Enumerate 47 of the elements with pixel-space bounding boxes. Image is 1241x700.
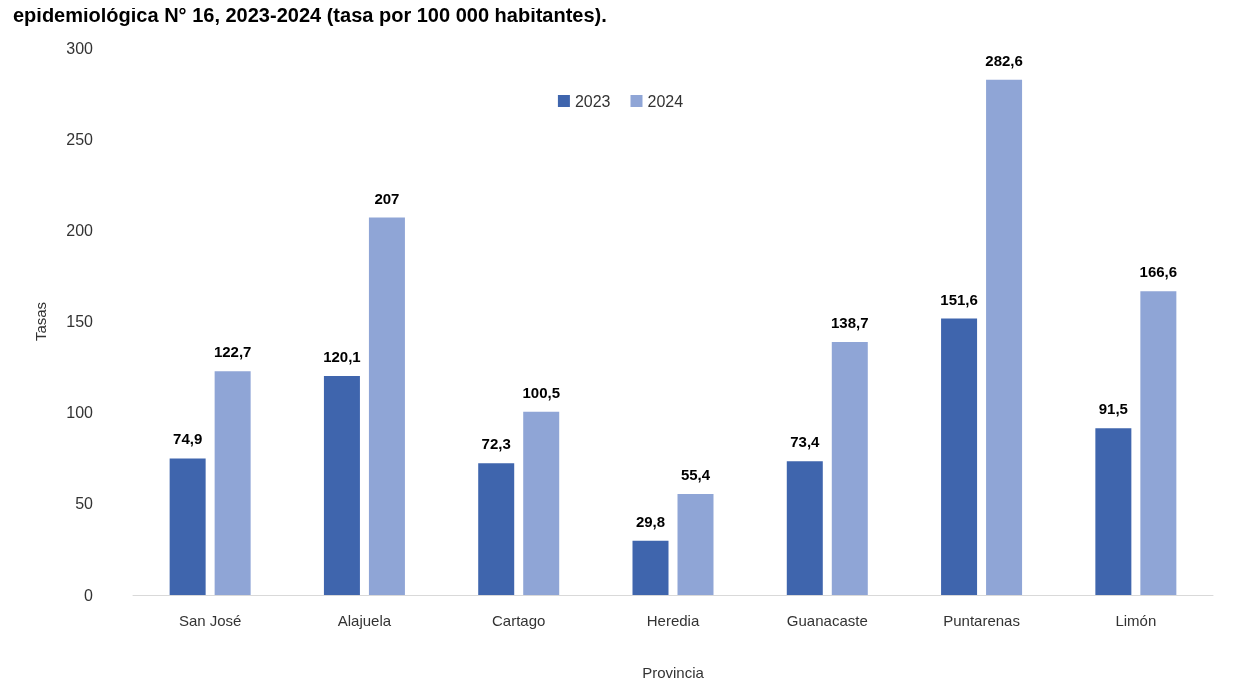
data-label: 151,6 [940,290,978,308]
y-tick-label: 0 [84,586,94,604]
legend-label: 2023 [574,92,611,110]
legend-label: 2024 [647,92,684,110]
y-tick-label: 200 [66,221,94,239]
bar [677,493,714,595]
bar [523,411,560,595]
y-tick-label: 50 [75,495,94,513]
data-label: 166,6 [1139,263,1178,281]
data-label: 138,7 [831,314,869,332]
bar [169,458,206,595]
data-label: 120,1 [323,348,361,366]
bar [941,318,978,595]
x-tick-label: Alajuela [337,612,392,629]
bar [786,461,823,595]
chart-title: epidemiológica N° 16, 2023-2024 (tasa por 100 000 habitantes). [13,4,607,26]
y-tick-label: 100 [66,404,94,422]
data-label: 74,9 [173,430,203,448]
x-tick-label: San José [178,612,242,629]
data-label: 55,4 [680,465,711,483]
x-tick-label: Guanacaste [786,612,868,629]
y-tick-label: 250 [66,130,94,148]
y-tick-label: 150 [66,313,94,330]
bar [323,376,360,595]
data-label: 29,8 [635,512,666,530]
y-tick-label: 300 [66,39,94,57]
bar [1140,291,1177,595]
data-label: 91,5 [1098,400,1128,418]
x-tick-label: Limón [1115,612,1157,629]
bar [831,342,868,595]
bar [214,371,251,595]
bar [478,463,515,595]
x-tick-label: Puntarenas [943,612,1020,629]
data-label: 207 [374,189,400,207]
data-label: 73,4 [790,433,821,451]
x-tick-label: Heredia [646,612,700,629]
data-label: 122,7 [213,343,252,361]
bar [368,217,405,595]
x-tick-label: Cartago [492,612,546,629]
bar [986,79,1023,595]
data-label: 282,6 [985,51,1023,69]
data-label: 72,3 [481,435,511,453]
x-axis-title: Provincia [642,664,705,681]
y-axis-title: Tasas [32,301,49,342]
bar [1095,428,1132,595]
bar [632,540,669,595]
data-label: 100,5 [522,383,560,401]
